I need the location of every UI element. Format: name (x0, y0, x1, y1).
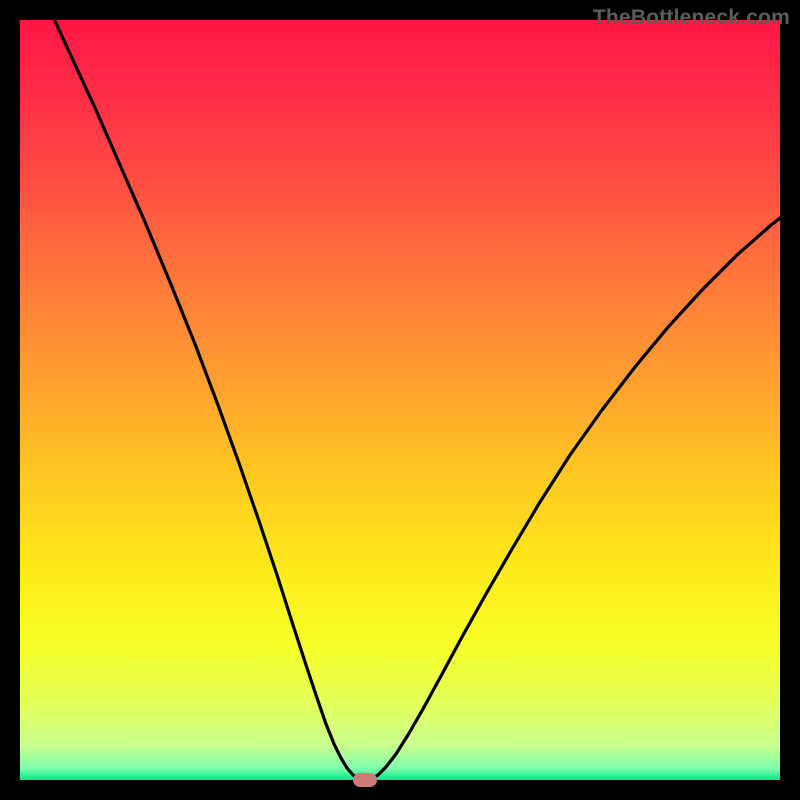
chart-frame: TheBottleneck.com (0, 0, 800, 800)
minimum-marker (353, 773, 377, 787)
chart-svg (0, 0, 800, 800)
watermark-text: TheBottleneck.com (593, 6, 790, 30)
bottleneck-curve (49, 8, 780, 780)
